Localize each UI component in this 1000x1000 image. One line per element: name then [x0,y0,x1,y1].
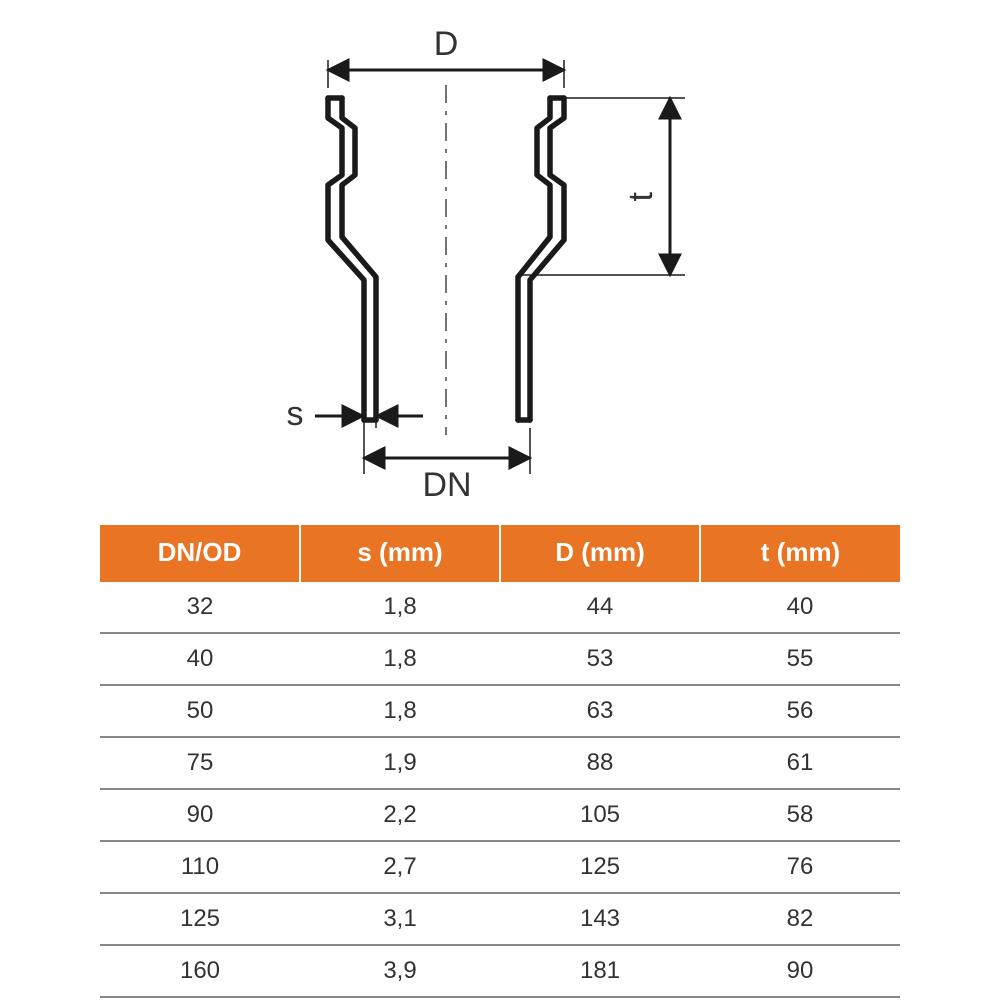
label-s: s [287,395,304,433]
table-cell: 90 [700,945,900,997]
col-header: t (mm) [700,525,900,582]
table-cell: 82 [700,893,900,945]
table-cell: 40 [100,633,300,685]
table-cell: 75 [100,737,300,789]
table-cell: 40 [700,582,900,633]
table-body: 321,84440401,85355501,86356751,98861902,… [100,582,900,997]
table-cell: 56 [700,685,900,737]
table-cell: 3,1 [300,893,500,945]
table-cell: 1,8 [300,582,500,633]
table-cell: 50 [100,685,300,737]
table-cell: 105 [500,789,700,841]
table-cell: 181 [500,945,700,997]
table-cell: 2,2 [300,789,500,841]
table-row: 902,210558 [100,789,900,841]
table-cell: 63 [500,685,700,737]
table-cell: 32 [100,582,300,633]
table-cell: 53 [500,633,700,685]
technical-diagram: D t DN s [120,20,880,500]
table-cell: 1,8 [300,633,500,685]
table-cell: 1,9 [300,737,500,789]
col-header: D (mm) [500,525,700,582]
table-row: 751,98861 [100,737,900,789]
table-cell: 125 [500,841,700,893]
table-row: 1253,114382 [100,893,900,945]
table-row: 401,85355 [100,633,900,685]
table-cell: 58 [700,789,900,841]
table-cell: 76 [700,841,900,893]
label-dn: DN [422,466,471,500]
col-header: s (mm) [300,525,500,582]
table-header-row: DN/ODs (mm)D (mm)t (mm) [100,525,900,582]
table-cell: 160 [100,945,300,997]
table-cell: 143 [500,893,700,945]
label-t: t [622,191,660,201]
table-row: 321,84440 [100,582,900,633]
col-header: DN/OD [100,525,300,582]
table-row: 501,86356 [100,685,900,737]
spec-table: DN/ODs (mm)D (mm)t (mm) 321,84440401,853… [100,525,900,998]
table-cell: 125 [100,893,300,945]
table-cell: 88 [500,737,700,789]
table-cell: 44 [500,582,700,633]
table-cell: 2,7 [300,841,500,893]
label-d: D [434,25,459,63]
table-cell: 1,8 [300,685,500,737]
table-cell: 55 [700,633,900,685]
table-cell: 3,9 [300,945,500,997]
table-cell: 90 [100,789,300,841]
table-row: 1102,712576 [100,841,900,893]
table-cell: 110 [100,841,300,893]
table-cell: 61 [700,737,900,789]
table-row: 1603,918190 [100,945,900,997]
